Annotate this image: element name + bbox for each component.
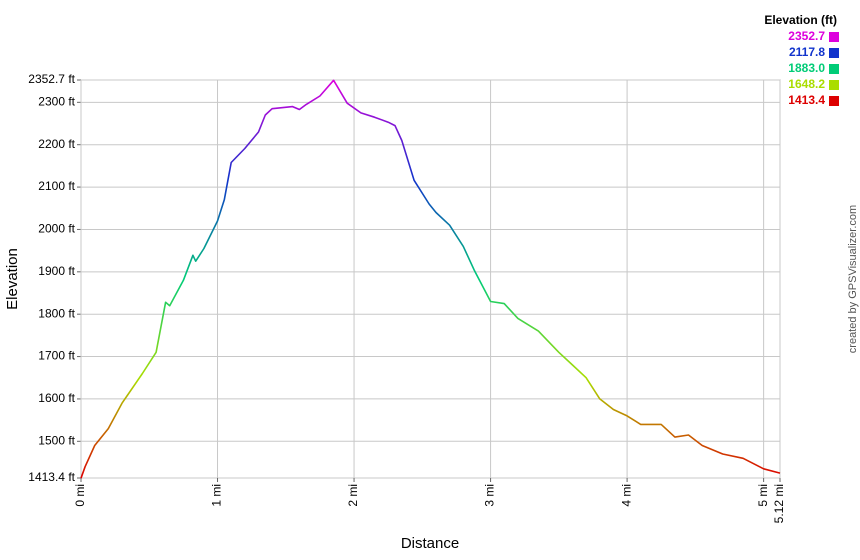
x-tick-label: 3 mi [483, 484, 497, 507]
y-tick-label: 2100 ft [38, 179, 75, 193]
y-tick-label: 1600 ft [38, 391, 75, 405]
legend-swatch [829, 80, 839, 90]
x-tick-label: 5.12 mi [772, 484, 786, 523]
y-tick-label: 1900 ft [38, 264, 75, 278]
legend-label: 1413.4 [788, 93, 825, 107]
x-tick-label: 2 mi [346, 484, 360, 507]
x-tick-label: 1 mi [210, 484, 224, 507]
legend-label: 1648.2 [788, 77, 825, 91]
legend-swatch [829, 32, 839, 42]
legend-title: Elevation (ft) [764, 13, 837, 27]
legend-label: 2117.8 [789, 45, 825, 59]
legend-swatch [829, 48, 839, 58]
y-tick-label: 1700 ft [38, 349, 75, 363]
y-tick-label: 2300 ft [38, 95, 75, 109]
x-tick-label: 0 mi [73, 484, 87, 507]
x-axis-title: Distance [401, 535, 459, 552]
legend-swatch [829, 96, 839, 106]
credit: created by GPSVisualizer.com [847, 205, 859, 353]
y-tick-label: 1413.4 ft [28, 470, 75, 484]
y-tick-label: 2352.7 ft [28, 72, 75, 86]
plot-area [80, 79, 781, 479]
y-tick-label: 1800 ft [38, 306, 75, 320]
x-tick-label: 4 mi [619, 484, 633, 507]
legend-swatch [829, 64, 839, 74]
elevation-line [80, 79, 781, 479]
y-tick-label: 2000 ft [38, 222, 75, 236]
legend-label: 1883.0 [788, 61, 825, 75]
y-tick-label: 1500 ft [38, 433, 75, 447]
y-axis-title: Elevation [4, 248, 21, 310]
y-tick-label: 2200 ft [38, 137, 75, 151]
legend-label: 2352.7 [788, 29, 825, 43]
x-tick-label: 5 mi [756, 484, 770, 507]
